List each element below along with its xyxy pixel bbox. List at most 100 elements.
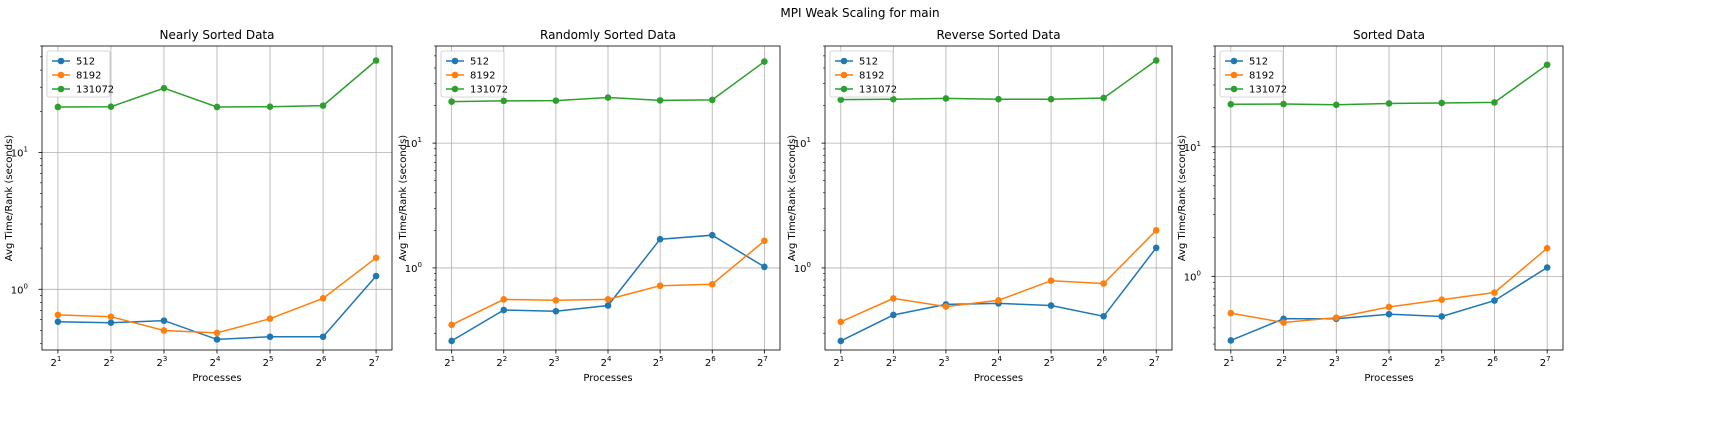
data-point [890,95,897,103]
x-tick-base: 2 [157,358,163,369]
data-point [837,318,845,326]
data-point [890,311,897,319]
data-point [107,313,115,321]
data-point [372,254,380,262]
y-tick-label: 100 [11,282,28,296]
x-tick-base: 2 [705,358,711,369]
data-point [1047,95,1055,103]
x-tick-base: 2 [104,358,110,369]
x-tick-exponent: 7 [763,355,767,363]
legend-label: 131072 [76,85,114,96]
x-tick-label: 26 [1096,355,1107,369]
x-axis-label: Processes [583,373,632,384]
data-point [656,97,664,104]
legend-swatch-marker [1230,57,1238,65]
x-tick-exponent: 6 [1103,355,1108,363]
x-tick-base: 2 [601,358,607,369]
y-tick-exponent: 1 [418,136,422,144]
data-point [107,103,115,111]
data-point [761,237,768,245]
data-point [1491,289,1498,296]
data-point [266,333,274,341]
x-tick-label: 24 [601,355,612,369]
y-tick-label: 101 [405,136,422,150]
data-point [1438,296,1446,304]
data-point [1385,310,1393,318]
x-tick-label: 21 [1223,355,1234,369]
x-tick-base: 2 [1540,358,1546,369]
x-tick-label: 22 [104,355,115,369]
y-tick-base: 10 [405,264,418,275]
legend-label: 8192 [470,71,495,82]
x-tick-exponent: 4 [216,355,221,363]
data-point [213,329,221,337]
x-tick-base: 2 [757,358,763,369]
x-tick-exponent: 3 [555,355,559,363]
data-point [1152,244,1160,252]
x-tick-label: 24 [210,355,221,369]
x-tick-base: 2 [1044,358,1050,369]
x-tick-label: 23 [939,355,950,369]
legend-swatch-marker [451,85,459,93]
data-point [604,302,612,309]
data-point [656,235,664,243]
legend-label: 131072 [470,85,508,96]
legend-swatch-marker [57,57,65,65]
y-tick-exponent: 1 [1197,140,1201,148]
x-tick-label: 27 [757,355,768,369]
data-point [54,311,62,319]
x-tick-label: 26 [316,355,327,369]
data-point [761,263,768,271]
data-point [1152,227,1160,234]
x-tick-base: 2 [991,358,997,369]
y-tick-label: 100 [1184,269,1201,283]
y-tick-label: 101 [1184,140,1201,154]
y-tick-base: 10 [1184,272,1197,283]
data-point [942,95,950,102]
y-axis-label: Avg Time/Rank (seconds) [4,135,15,261]
data-point [1047,277,1055,285]
data-point [761,58,768,65]
x-tick-label: 27 [1540,355,1551,369]
x-tick-exponent: 6 [322,355,327,363]
legend-label: 512 [76,57,95,68]
data-point [1332,101,1340,109]
y-tick-base: 10 [405,139,418,150]
x-axis-label: Processes [192,373,241,384]
y-tick-exponent: 1 [24,145,28,153]
legend-swatch-marker [57,71,65,79]
x-tick-label: 26 [1487,355,1498,369]
y-tick-exponent: 0 [418,261,422,269]
data-point [1100,280,1107,287]
data-point [708,280,716,288]
data-point [319,333,327,341]
x-tick-base: 2 [548,358,554,369]
data-point [1227,100,1235,108]
data-point [1047,302,1055,309]
x-tick-label: 23 [548,355,559,369]
y-tick-base: 10 [1184,143,1197,154]
data-point [500,306,508,314]
legend-label: 131072 [1249,85,1287,96]
x-tick-exponent: 6 [1493,355,1498,363]
data-point [890,295,897,302]
x-tick-exponent: 5 [659,355,663,363]
x-tick-exponent: 3 [1335,355,1339,363]
x-tick-base: 2 [1223,358,1229,369]
x-tick-exponent: 1 [451,355,455,363]
x-tick-base: 2 [1434,358,1440,369]
y-tick-exponent: 0 [1197,269,1201,277]
data-point [213,336,221,343]
x-tick-base: 2 [1096,358,1102,369]
data-point [942,303,950,310]
x-tick-base: 2 [886,358,892,369]
x-tick-exponent: 2 [503,355,507,363]
x-tick-base: 2 [263,358,269,369]
legend-swatch-marker [57,85,65,93]
legend-label: 8192 [859,71,884,82]
x-tick-base: 2 [1329,358,1335,369]
y-tick-label: 101 [794,136,811,150]
x-tick-exponent: 7 [1546,355,1550,363]
data-point [1491,297,1498,304]
